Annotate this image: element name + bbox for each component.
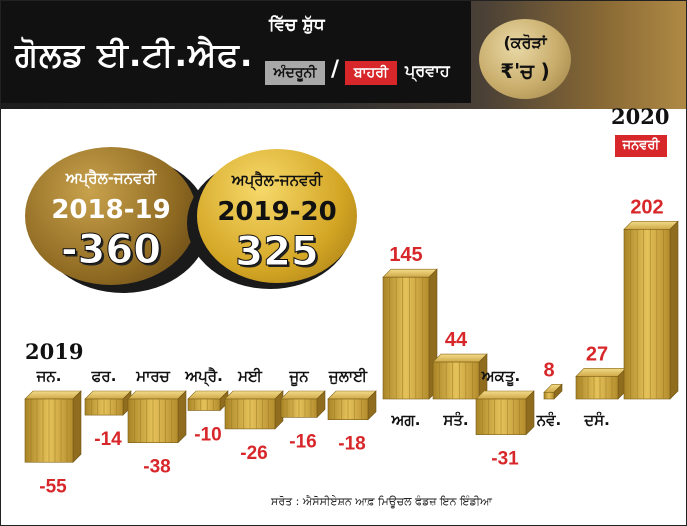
legend-separator: / <box>331 57 340 82</box>
bar-top <box>127 390 187 400</box>
unit-line2: ₹'ਚ ) <box>500 59 550 83</box>
category-label: ਅਪ੍ਰੈ. <box>184 367 223 388</box>
bar-face <box>187 398 221 411</box>
bar-top <box>382 268 438 278</box>
source-note: ਸਰੋਤ : ਐਸੋਸੀਏਸ਼ਨ ਆਫ਼ ਮਿਊਚਲ ਫੰਡਜ਼ ਇਨ ਇੰਡੀ… <box>271 495 492 508</box>
category-label: ਨਵੰ. <box>536 410 561 429</box>
category-label: ਅਗ. <box>390 411 420 429</box>
coin-year: 2019-20 <box>217 197 337 227</box>
legend-internal: ਅੰਦਰੂਨੀ <box>265 61 325 85</box>
value-label: -10 <box>194 425 221 446</box>
bar-2 <box>127 390 187 444</box>
value-label: 8 <box>543 359 554 381</box>
bar-top <box>575 368 627 377</box>
bar-7 <box>382 268 438 400</box>
coin-total-2019-20: ਅਪ੍ਰੈਲ-ਜਨਵਰੀ 2019-20 325 <box>197 149 357 283</box>
bar-3 <box>187 390 229 412</box>
coin-total-2018-19: ਅਪ੍ਰੈਲ-ਜਨਵਰੀ 2018-19 -360 <box>25 147 197 285</box>
bar-9 <box>475 390 535 436</box>
bar-face <box>382 276 430 400</box>
unit-badge: (ਕਰੋੜਾਂ ₹'ਚ ) <box>479 19 571 99</box>
header-panel <box>1 1 471 103</box>
year-label-2020: 2020 <box>611 104 670 129</box>
value-label: 202 <box>630 196 663 218</box>
coin-value: -360 <box>60 227 162 274</box>
bar-side <box>525 390 535 436</box>
value-label: -26 <box>240 443 267 464</box>
coin-period: ਅਪ੍ਰੈਲ-ਜਨਵਰੀ <box>231 171 323 189</box>
bar-top <box>432 353 488 363</box>
bar-top <box>24 390 82 400</box>
value-label: 44 <box>445 329 468 351</box>
coin-value: 325 <box>235 229 320 276</box>
bar-1 <box>84 390 132 416</box>
bar-side <box>72 390 82 463</box>
legend-flow-label: ਪ੍ਰਵਾਹ <box>405 61 450 80</box>
bar-top <box>623 221 679 230</box>
coin-year: 2018-19 <box>51 195 171 225</box>
category-label: ਜੁਲਾਈ <box>328 367 368 385</box>
january-badge: ਜਨਵਰੀ <box>615 135 667 157</box>
value-label: -18 <box>338 434 365 455</box>
category-label: ਫਰ. <box>91 367 117 385</box>
bar-11 <box>575 367 627 400</box>
value-label: -55 <box>39 476 67 497</box>
value-label: 27 <box>586 343 608 365</box>
value-label: 145 <box>389 244 422 266</box>
category-label: ਮਾਰਚ <box>135 367 170 385</box>
category-label: ਮਈ <box>237 367 263 385</box>
bar-4 <box>224 390 284 430</box>
category-label: ਸਤੰ. <box>442 410 468 429</box>
unit-line1: (ਕਰੋੜਾਂ <box>503 33 547 52</box>
bar-8 <box>432 353 488 400</box>
bar-face <box>543 391 555 400</box>
bar-0 <box>24 390 82 463</box>
bar-face <box>623 229 671 400</box>
subtitle: ਵਿੱਚ ਸ਼ੁੱਧ <box>269 15 325 35</box>
value-label: -38 <box>143 457 170 478</box>
category-label: ਜਨ. <box>36 367 62 385</box>
value-label: -16 <box>289 431 316 452</box>
bar-face <box>575 376 619 400</box>
bar-top <box>475 390 535 400</box>
bar-5 <box>280 390 326 419</box>
coin-period: ਅਪ੍ਰੈਲ-ਜਨਵਰੀ <box>65 169 157 187</box>
value-label: -14 <box>94 429 122 450</box>
page-title: ਗੋਲਡ ਈ.ਟੀ.ਐਫ. <box>15 35 254 74</box>
bar-6 <box>327 390 377 421</box>
bar-side <box>669 220 679 400</box>
bar-12 <box>623 220 679 400</box>
bar-side <box>177 390 187 444</box>
bar-top <box>224 390 284 400</box>
category-label: ਅਕਤੂ. <box>481 367 520 386</box>
bar-face <box>432 361 480 400</box>
bar-10 <box>543 383 563 400</box>
category-label: ਦਸੰ. <box>583 410 610 429</box>
category-label: ਜੂਨ <box>288 367 309 386</box>
year-label-2019: 2019 <box>25 339 84 364</box>
value-label: -31 <box>491 449 519 470</box>
legend-external: ਬਾਹਰੀ <box>345 61 397 85</box>
